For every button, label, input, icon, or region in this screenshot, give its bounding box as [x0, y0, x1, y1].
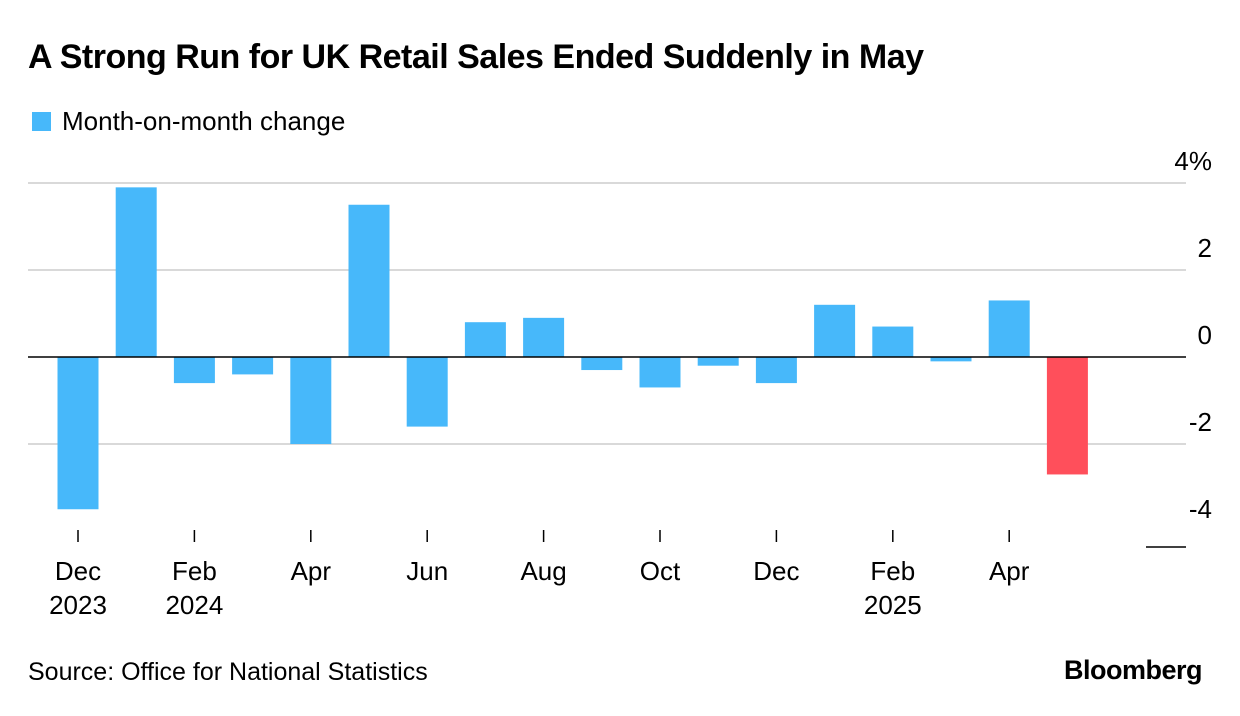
bar	[872, 326, 914, 357]
bar	[406, 357, 448, 427]
x-tick-year-label: 2023	[49, 590, 107, 620]
bar	[348, 204, 390, 357]
bar	[755, 357, 797, 384]
x-tick-year-label: 2024	[165, 590, 223, 620]
x-tick-label: Dec	[753, 556, 799, 586]
bar	[290, 357, 332, 444]
bar	[523, 317, 565, 357]
legend: Month-on-month change	[32, 106, 345, 137]
bar	[1046, 357, 1088, 475]
x-tick-year-label: 2025	[864, 590, 922, 620]
legend-label: Month-on-month change	[62, 106, 346, 136]
y-tick-label: -2	[1189, 407, 1212, 437]
x-tick-label: Apr	[989, 556, 1030, 586]
y-tick-label: 4%	[1174, 146, 1212, 176]
bar	[988, 300, 1030, 357]
x-tick-label: Dec	[55, 556, 101, 586]
x-tick-label: Aug	[520, 556, 566, 586]
legend-swatch	[32, 112, 51, 131]
x-tick-label: Feb	[870, 556, 915, 586]
x-tick-label: Apr	[291, 556, 332, 586]
bar	[814, 304, 856, 357]
y-tick-label: 0	[1198, 320, 1212, 350]
x-tick-label: Feb	[172, 556, 217, 586]
bar	[57, 357, 99, 510]
chart-title: A Strong Run for UK Retail Sales Ended S…	[28, 38, 924, 76]
y-tick-label: 2	[1198, 233, 1212, 263]
x-tick-label: Jun	[406, 556, 448, 586]
bar	[697, 357, 739, 366]
bar	[581, 357, 623, 371]
x-tick-label: Oct	[640, 556, 681, 586]
bar	[639, 357, 681, 388]
y-tick-label: -4	[1189, 494, 1212, 524]
bar	[173, 357, 215, 384]
bar	[464, 322, 506, 357]
bar	[930, 357, 972, 362]
bar	[232, 357, 274, 375]
bloomberg-logo: Bloomberg	[1063, 655, 1203, 685]
source-note: Source: Office for National Statistics	[28, 658, 428, 686]
bar	[115, 187, 157, 357]
